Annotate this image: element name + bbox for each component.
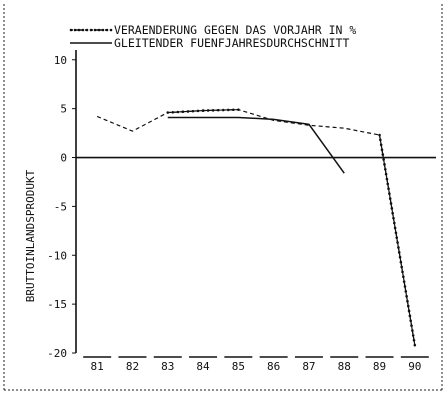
chart-frame — [3, 4, 443, 391]
series-1-emphasis — [167, 109, 239, 114]
x-tick-label: 90 — [408, 360, 421, 373]
x-tick-label: 88 — [338, 360, 351, 373]
y-tick-label: 0 — [60, 152, 67, 165]
legend-swatch-marker — [77, 28, 81, 32]
legend-swatch-marker — [85, 28, 89, 32]
legend: VERAENDERUNG GEGEN DAS VORJAHR IN % GLEI… — [69, 23, 356, 50]
y-tick-label: 10 — [54, 54, 67, 67]
plot-area — [96, 108, 417, 347]
x-tick-label: 89 — [373, 360, 386, 373]
series-1-line — [96, 109, 416, 346]
x-tick-label: 85 — [232, 360, 245, 373]
legend-entry-series-2: GLEITENDER FUENFJAHRESDURCHSCHNITT — [70, 36, 349, 50]
series-1-marker — [237, 108, 240, 111]
legend-swatch-marker — [73, 28, 77, 32]
y-tick-label: -5 — [54, 200, 67, 213]
series-2-line — [167, 116, 345, 174]
legend-swatch-marker — [105, 28, 109, 32]
legend-swatch-marker — [109, 28, 113, 32]
series-1-drop — [378, 134, 416, 346]
y-tick-label: -10 — [47, 249, 67, 262]
y-tick-label: 5 — [60, 103, 67, 116]
legend-swatch-marker — [101, 28, 105, 32]
x-tick-label: 82 — [126, 360, 139, 373]
x-tick-label: 86 — [267, 360, 280, 373]
y-tick-label: -15 — [47, 298, 67, 311]
legend-swatch-marker — [89, 28, 93, 32]
legend-swatch-marker — [97, 28, 101, 32]
axes: 10 5 0 -5 -10 -15 -20 81 82 83 84 85 86 87 88 89 90 — [47, 50, 436, 373]
x-tick-label: 83 — [161, 360, 174, 373]
y-tick-label: -20 — [47, 347, 67, 360]
legend-swatch-marker — [81, 28, 85, 32]
x-tick-label: 87 — [302, 360, 315, 373]
legend-swatch-markers — [69, 28, 113, 32]
legend-swatch-marker — [69, 28, 73, 32]
legend-entry-series-1: VERAENDERUNG GEGEN DAS VORJAHR IN % — [69, 23, 356, 37]
x-tick-label: 84 — [196, 360, 210, 373]
legend-swatch-marker — [93, 28, 97, 32]
x-tick-label: 81 — [91, 360, 104, 373]
y-axis-label: BRUTTOINLANDSPRODUKT — [24, 169, 37, 302]
legend-label-series-1: VERAENDERUNG GEGEN DAS VORJAHR IN % — [114, 23, 356, 37]
legend-label-series-2: GLEITENDER FUENFJAHRESDURCHSCHNITT — [114, 36, 349, 50]
